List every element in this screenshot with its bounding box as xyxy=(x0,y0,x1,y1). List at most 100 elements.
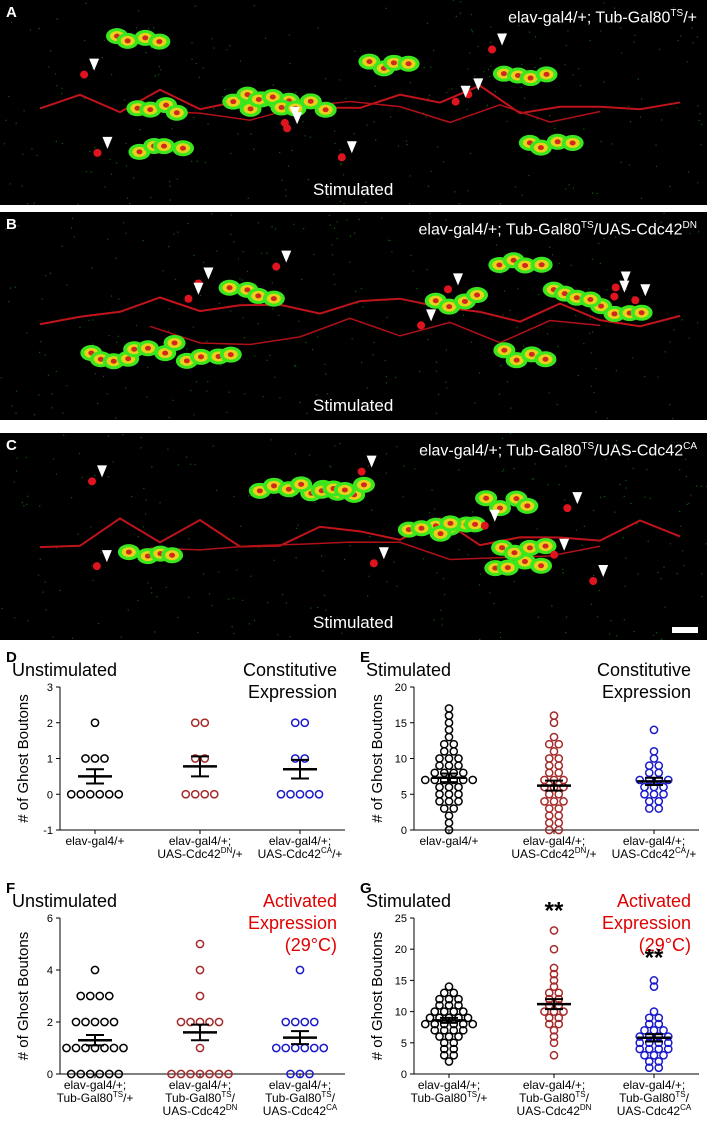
bouton-center xyxy=(134,105,141,111)
background-speck xyxy=(56,85,58,87)
background-speck xyxy=(237,133,239,135)
data-point xyxy=(549,969,559,979)
background-speck xyxy=(646,468,648,471)
background-speck xyxy=(266,602,269,604)
background-speck xyxy=(239,277,241,280)
background-speck xyxy=(309,136,312,138)
background-speck xyxy=(696,322,699,324)
background-speck xyxy=(598,589,601,592)
data-point xyxy=(439,1044,449,1054)
background-speck xyxy=(324,373,327,375)
background-speck xyxy=(661,119,663,121)
x-tick-label: UAS-Cdc42CA/+ xyxy=(612,846,697,861)
data-point xyxy=(644,761,654,771)
background-speck xyxy=(380,217,383,219)
background-speck xyxy=(327,196,329,198)
data-point xyxy=(444,782,454,792)
data-point xyxy=(659,1025,668,1035)
background-speck xyxy=(672,417,674,420)
background-speck xyxy=(362,306,364,308)
background-speck xyxy=(147,28,150,30)
data-point xyxy=(309,1043,319,1053)
ghost-bouton xyxy=(631,296,640,305)
data-point xyxy=(439,1050,449,1060)
background-speck xyxy=(118,298,120,300)
background-speck xyxy=(37,394,40,396)
background-speck xyxy=(154,75,157,77)
background-speck xyxy=(66,284,68,286)
background-speck xyxy=(489,592,491,594)
background-speck xyxy=(110,73,113,76)
panel-label: C xyxy=(6,437,17,454)
background-speck xyxy=(402,496,404,498)
arrowhead-marker xyxy=(620,271,631,284)
background-speck xyxy=(305,341,307,344)
background-speck xyxy=(246,270,249,273)
background-speck xyxy=(316,394,318,396)
background-speck xyxy=(676,572,679,575)
background-speck xyxy=(366,124,368,126)
background-speck xyxy=(430,66,432,68)
background-speck xyxy=(627,458,630,460)
data-point xyxy=(76,1069,86,1079)
background-speck xyxy=(547,484,549,486)
data-point xyxy=(649,789,659,799)
background-speck xyxy=(658,48,661,51)
x-tick-label: UAS-Cdc42DN/+ xyxy=(157,846,242,861)
bouton-center xyxy=(255,293,262,299)
background-speck xyxy=(270,439,272,441)
background-speck xyxy=(600,30,602,32)
background-speck xyxy=(487,68,490,71)
background-speck xyxy=(81,476,84,479)
arrowhead-marker xyxy=(489,509,500,522)
background-speck xyxy=(394,376,397,379)
background-speck xyxy=(606,417,608,420)
background-speck xyxy=(198,76,201,79)
background-speck xyxy=(15,390,18,392)
background-speck xyxy=(110,295,113,297)
data-point xyxy=(663,1038,673,1048)
background-speck xyxy=(677,40,679,42)
x-tick-label: elav-gal4/+; xyxy=(418,1078,480,1092)
background-speck xyxy=(293,223,295,225)
background-speck xyxy=(21,501,24,504)
background-speck xyxy=(189,463,192,466)
data-point xyxy=(186,1017,195,1027)
data-point xyxy=(458,768,468,778)
bouton-center xyxy=(501,347,508,353)
data-point xyxy=(649,1050,659,1060)
background-speck xyxy=(565,465,567,468)
data-point xyxy=(435,789,444,799)
data-point xyxy=(544,768,554,778)
x-tick-label: Tub-Gal80TS/ xyxy=(619,1090,689,1105)
background-speck xyxy=(273,559,275,561)
data-point xyxy=(549,711,559,720)
background-speck xyxy=(21,185,23,187)
bouton-center xyxy=(524,503,531,509)
background-speck xyxy=(39,558,42,560)
background-speck xyxy=(33,414,36,416)
background-speck xyxy=(51,393,53,395)
background-speck xyxy=(33,202,35,204)
background-speck xyxy=(579,84,582,87)
data-point xyxy=(549,1025,559,1035)
background-speck xyxy=(575,314,577,317)
axon-branch xyxy=(149,317,601,346)
background-speck xyxy=(678,510,681,513)
background-speck xyxy=(698,119,700,122)
background-speck xyxy=(173,233,175,235)
bouton-center xyxy=(230,99,237,105)
background-speck xyxy=(341,632,343,634)
background-speck xyxy=(509,309,511,312)
background-speck xyxy=(334,445,336,447)
background-speck xyxy=(487,221,489,224)
data-point xyxy=(544,1013,554,1023)
background-speck xyxy=(48,66,50,68)
background-speck xyxy=(368,535,371,538)
background-speck xyxy=(692,42,694,44)
data-point xyxy=(195,1069,205,1079)
background-speck xyxy=(106,393,108,395)
background-speck xyxy=(572,74,574,76)
data-point xyxy=(435,1032,444,1041)
background-speck xyxy=(140,447,142,449)
